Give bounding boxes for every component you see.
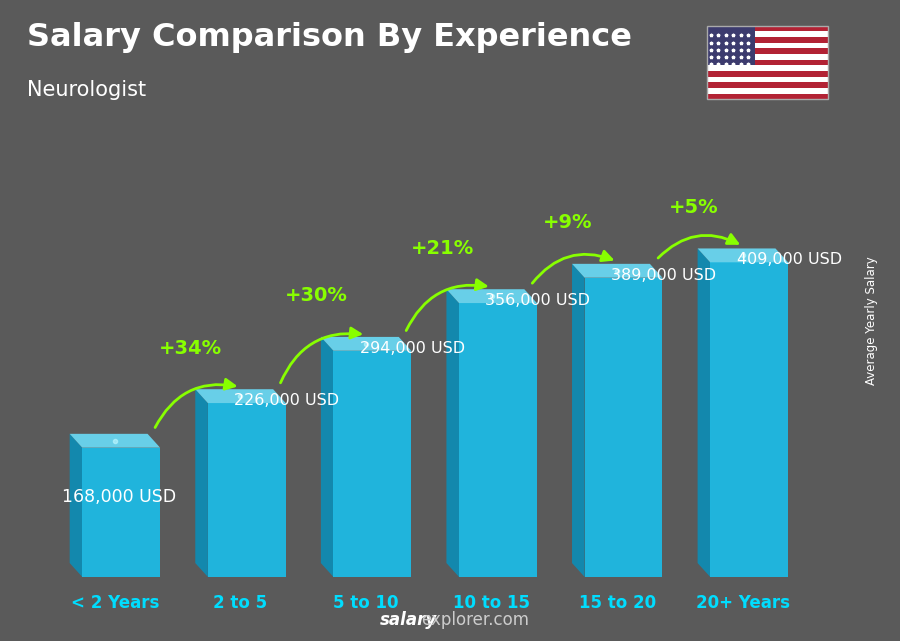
Polygon shape — [698, 249, 710, 577]
Text: 2 to 5: 2 to 5 — [213, 594, 267, 612]
Bar — [706, 65, 828, 71]
Text: explorer.com: explorer.com — [421, 612, 529, 629]
Polygon shape — [195, 389, 285, 403]
Text: salary: salary — [380, 612, 437, 629]
Text: Neurologist: Neurologist — [27, 80, 146, 100]
Text: 5 to 10: 5 to 10 — [333, 594, 399, 612]
Bar — [706, 88, 828, 94]
Text: +30%: +30% — [285, 287, 348, 305]
Text: 389,000 USD: 389,000 USD — [611, 268, 716, 283]
Polygon shape — [585, 278, 662, 577]
Bar — [706, 82, 828, 88]
Bar — [706, 71, 828, 77]
Text: +5%: +5% — [669, 198, 718, 217]
Bar — [706, 77, 828, 82]
Polygon shape — [698, 249, 788, 262]
Polygon shape — [321, 337, 411, 351]
Text: +21%: +21% — [410, 238, 473, 258]
Polygon shape — [572, 264, 662, 278]
Bar — [706, 26, 828, 31]
Text: 20+ Years: 20+ Years — [696, 594, 790, 612]
Text: Average Yearly Salary: Average Yearly Salary — [865, 256, 878, 385]
Bar — [706, 31, 828, 37]
Text: 356,000 USD: 356,000 USD — [485, 293, 590, 308]
Polygon shape — [208, 403, 285, 577]
Polygon shape — [446, 289, 459, 577]
Polygon shape — [710, 262, 788, 577]
Text: < 2 Years: < 2 Years — [71, 594, 159, 612]
Polygon shape — [459, 303, 537, 577]
Text: 10 to 15: 10 to 15 — [454, 594, 530, 612]
Text: Salary Comparison By Experience: Salary Comparison By Experience — [27, 22, 632, 53]
Bar — [706, 54, 828, 60]
Bar — [706, 37, 828, 43]
Text: 15 to 20: 15 to 20 — [579, 594, 656, 612]
Text: +34%: +34% — [159, 338, 222, 358]
Bar — [706, 94, 828, 99]
Polygon shape — [333, 351, 411, 577]
Polygon shape — [195, 389, 208, 577]
Text: 226,000 USD: 226,000 USD — [234, 393, 339, 408]
Text: 409,000 USD: 409,000 USD — [736, 253, 842, 267]
Polygon shape — [446, 289, 537, 303]
Text: +9%: +9% — [543, 213, 592, 232]
Text: 168,000 USD: 168,000 USD — [62, 488, 176, 506]
Polygon shape — [572, 264, 585, 577]
Bar — [706, 26, 755, 65]
Polygon shape — [69, 434, 82, 577]
Text: 294,000 USD: 294,000 USD — [360, 341, 465, 356]
Bar — [706, 48, 828, 54]
Bar — [706, 60, 828, 65]
Polygon shape — [321, 337, 333, 577]
Bar — [706, 43, 828, 48]
Polygon shape — [82, 447, 160, 577]
Polygon shape — [69, 434, 160, 447]
